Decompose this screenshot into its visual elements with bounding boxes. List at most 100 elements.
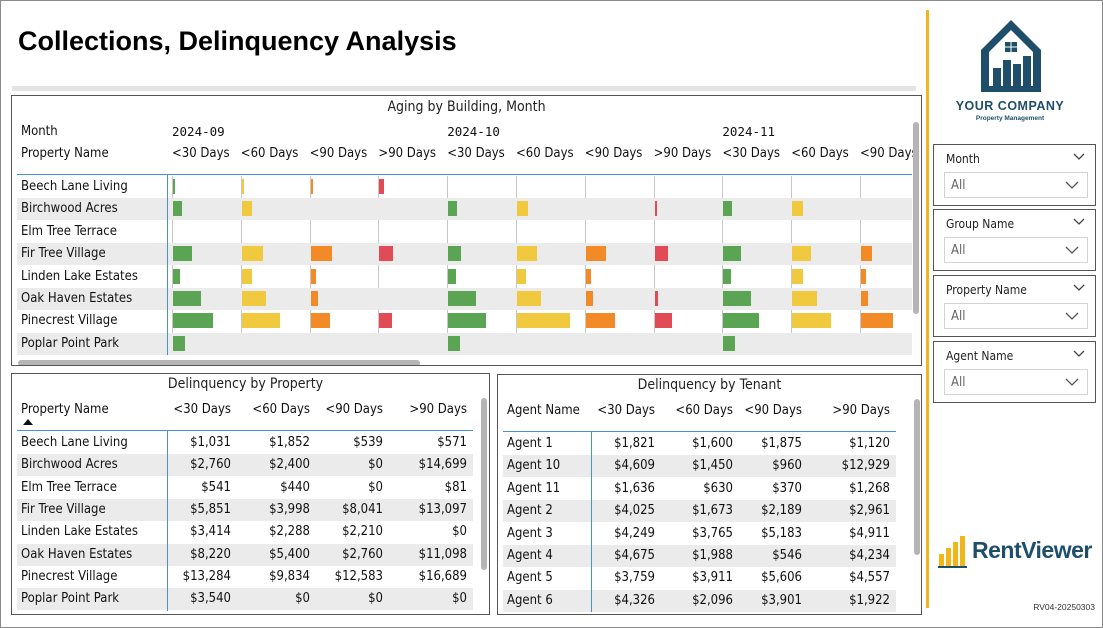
aging-bar[interactable] xyxy=(517,246,537,262)
chevron-down-icon[interactable] xyxy=(1065,311,1079,321)
property_table-row-label[interactable]: Linden Lake Estates xyxy=(21,524,138,540)
aging-bar[interactable] xyxy=(585,268,592,284)
aging-bar[interactable] xyxy=(654,201,657,217)
aging-bar[interactable] xyxy=(448,335,460,351)
tenant_table-row-label[interactable]: Agent 4 xyxy=(507,548,553,563)
aging-row-label[interactable]: Elm Tree Terrace xyxy=(21,223,117,239)
aging-bar[interactable] xyxy=(448,291,477,306)
aging-bar[interactable] xyxy=(792,201,804,217)
aging-bar[interactable] xyxy=(792,246,811,262)
tenant_table-row-label[interactable]: Agent 3 xyxy=(507,525,553,541)
aging-bar[interactable] xyxy=(723,313,760,329)
slicer-dropdown[interactable]: All xyxy=(944,172,1088,198)
aging-bar[interactable] xyxy=(517,291,541,306)
property-vertical-scrollbar[interactable] xyxy=(481,398,487,570)
aging-bar[interactable] xyxy=(173,291,201,306)
delinquency-by-property-panel[interactable]: Delinquency by Property Property Name <30… xyxy=(11,373,490,615)
tenant_table-column-header[interactable]: <60 Days xyxy=(675,403,733,418)
aging-bar[interactable] xyxy=(517,268,527,284)
aging-bar[interactable] xyxy=(723,268,732,284)
aging-bar[interactable] xyxy=(654,291,658,306)
aging-bar[interactable] xyxy=(723,335,736,351)
aging-bar[interactable] xyxy=(310,313,331,329)
property_table-row-label[interactable]: Poplar Point Park xyxy=(21,591,120,607)
chevron-down-icon[interactable] xyxy=(1073,282,1085,292)
aging-bar[interactable] xyxy=(585,246,606,262)
aging-bar[interactable] xyxy=(310,246,333,262)
aging-bar[interactable] xyxy=(310,268,317,284)
aging-row-label[interactable]: Beech Lane Living xyxy=(21,179,128,194)
aging-bar[interactable] xyxy=(310,179,313,194)
tenant_table-row-label[interactable]: Agent 5 xyxy=(507,570,553,586)
aging-bar[interactable] xyxy=(241,179,244,194)
sort-ascending-icon[interactable] xyxy=(23,419,33,425)
property_table-row-label[interactable]: Elm Tree Terrace xyxy=(21,479,117,495)
delinquency-by-tenant-panel[interactable]: Delinquency by Tenant Agent Name <30 Days… xyxy=(497,374,922,615)
aging-bar[interactable] xyxy=(448,201,457,217)
property_table-column-header[interactable]: Property Name xyxy=(21,402,109,417)
aging-bar[interactable] xyxy=(792,268,803,284)
aging-bar[interactable] xyxy=(241,291,266,306)
chevron-down-icon[interactable] xyxy=(1065,180,1079,190)
aging-bar[interactable] xyxy=(379,246,394,262)
aging-bar[interactable] xyxy=(448,246,461,262)
property_table-row-label[interactable]: Pinecrest Village xyxy=(21,568,118,584)
aging-bar[interactable] xyxy=(585,291,594,306)
aging-bar[interactable] xyxy=(723,201,733,217)
property_table-column-header[interactable]: <90 Days xyxy=(325,402,383,417)
aging-bar[interactable] xyxy=(861,268,866,284)
aging-bar[interactable] xyxy=(241,268,252,284)
slicer-dropdown[interactable]: All xyxy=(944,237,1088,263)
tenant_table-column-header[interactable]: >90 Days xyxy=(832,403,890,418)
aging-bar[interactable] xyxy=(448,313,486,329)
aging-bar[interactable] xyxy=(241,313,281,329)
chevron-down-icon[interactable] xyxy=(1073,216,1085,226)
property_table-row-label[interactable]: Fir Tree Village xyxy=(21,501,106,517)
aging-bar[interactable] xyxy=(792,291,817,306)
aging-bar[interactable] xyxy=(173,335,185,351)
tenant_table-row-label[interactable]: Agent 2 xyxy=(507,503,553,519)
tenant_table-column-header[interactable]: <90 Days xyxy=(744,403,802,418)
aging-bar[interactable] xyxy=(792,313,831,329)
aging-bar[interactable] xyxy=(517,201,528,217)
tenant_table-row-label[interactable]: Agent 1 xyxy=(507,436,553,451)
aging-row-label[interactable]: Poplar Point Park xyxy=(21,335,120,351)
slicer-property-name[interactable]: Property Name All xyxy=(933,275,1096,337)
aging-bar[interactable] xyxy=(861,246,873,262)
chevron-down-icon[interactable] xyxy=(1065,377,1079,387)
aging-row-label[interactable]: Oak Haven Estates xyxy=(21,291,133,306)
property_table-row-label[interactable]: Oak Haven Estates xyxy=(21,546,133,562)
aging-bar[interactable] xyxy=(723,246,742,262)
chevron-down-icon[interactable] xyxy=(1065,245,1079,255)
tenant_table-column-header[interactable]: Agent Name xyxy=(507,403,580,418)
slicer-dropdown[interactable]: All xyxy=(944,303,1088,329)
aging-bar[interactable] xyxy=(173,268,180,284)
aging-bar[interactable] xyxy=(173,246,192,262)
tenant-vertical-scrollbar[interactable] xyxy=(914,399,920,555)
slicer-dropdown[interactable]: All xyxy=(944,369,1088,395)
slicer-month[interactable]: Month All xyxy=(933,144,1096,206)
property_table-row-label[interactable]: Birchwood Acres xyxy=(21,457,118,473)
aging-horizontal-scrollbar[interactable] xyxy=(18,360,420,365)
aging-bar[interactable] xyxy=(310,291,319,306)
aging-bar[interactable] xyxy=(173,313,214,329)
aging-bar[interactable] xyxy=(517,313,570,329)
property_table-column-header[interactable]: <30 Days xyxy=(173,402,231,417)
aging-vertical-scrollbar[interactable] xyxy=(913,122,919,314)
aging-row-label[interactable]: Fir Tree Village xyxy=(21,246,106,262)
aging-bar[interactable] xyxy=(379,313,392,329)
property_table-column-header[interactable]: <60 Days xyxy=(252,402,310,417)
aging-bar[interactable] xyxy=(173,201,183,217)
aging-bar[interactable] xyxy=(723,291,751,306)
tenant_table-column-header[interactable]: <30 Days xyxy=(597,403,655,418)
slicer-group-name[interactable]: Group Name All xyxy=(933,209,1096,271)
aging-row-label[interactable]: Linden Lake Estates xyxy=(21,268,138,284)
tenant_table-row-label[interactable]: Agent 10 xyxy=(507,458,561,474)
aging-row-label[interactable]: Pinecrest Village xyxy=(21,313,118,329)
property_table-row-label[interactable]: Beech Lane Living xyxy=(21,435,128,450)
chevron-down-icon[interactable] xyxy=(1073,151,1085,161)
aging-bar[interactable] xyxy=(861,291,869,306)
aging-bar[interactable] xyxy=(654,313,672,329)
aging-bar[interactable] xyxy=(241,201,253,217)
aging-bar[interactable] xyxy=(173,179,175,194)
